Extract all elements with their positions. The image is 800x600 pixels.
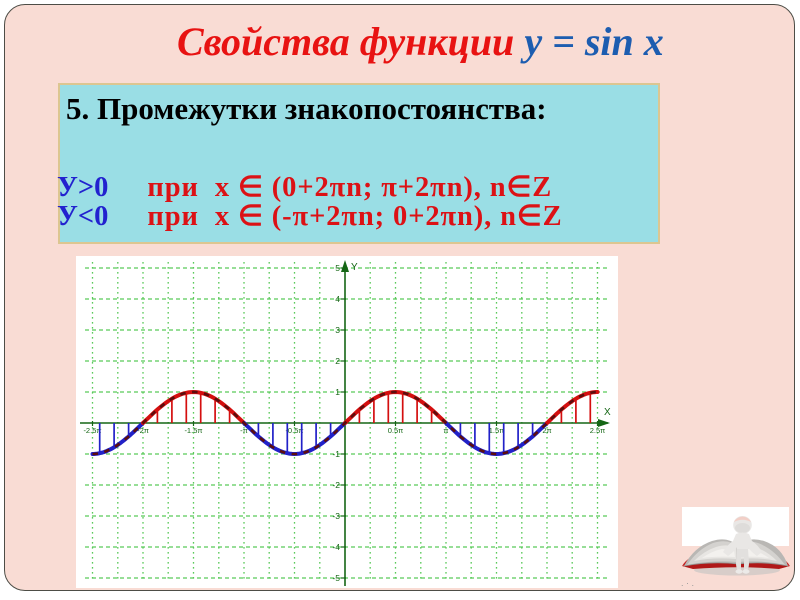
svg-text:-0.5π: -0.5π [285,426,303,435]
svg-text:-2: -2 [332,480,340,490]
svg-text:-5: -5 [332,573,340,583]
svg-text:-2π: -2π [137,426,149,435]
svg-text:π: π [443,426,448,435]
svg-text:1: 1 [335,387,340,397]
svg-text:2: 2 [335,356,340,366]
svg-text:Y: Y [351,262,358,273]
svg-text:5: 5 [335,263,340,273]
svg-text:4: 4 [335,294,340,304]
svg-text:2.5π: 2.5π [590,426,606,435]
svg-text:-4: -4 [332,542,340,552]
svg-text:0.5π: 0.5π [388,426,404,435]
svg-text:-π: -π [240,426,248,435]
svg-text:-2.5π: -2.5π [83,426,101,435]
svg-text:X: X [604,407,611,418]
svg-text:2π: 2π [542,426,551,435]
svg-text:3: 3 [335,325,340,335]
svg-text:1.5π: 1.5π [489,426,505,435]
svg-text:-1.5π: -1.5π [184,426,202,435]
svg-text:-3: -3 [332,511,340,521]
svg-text:-1: -1 [332,449,340,459]
